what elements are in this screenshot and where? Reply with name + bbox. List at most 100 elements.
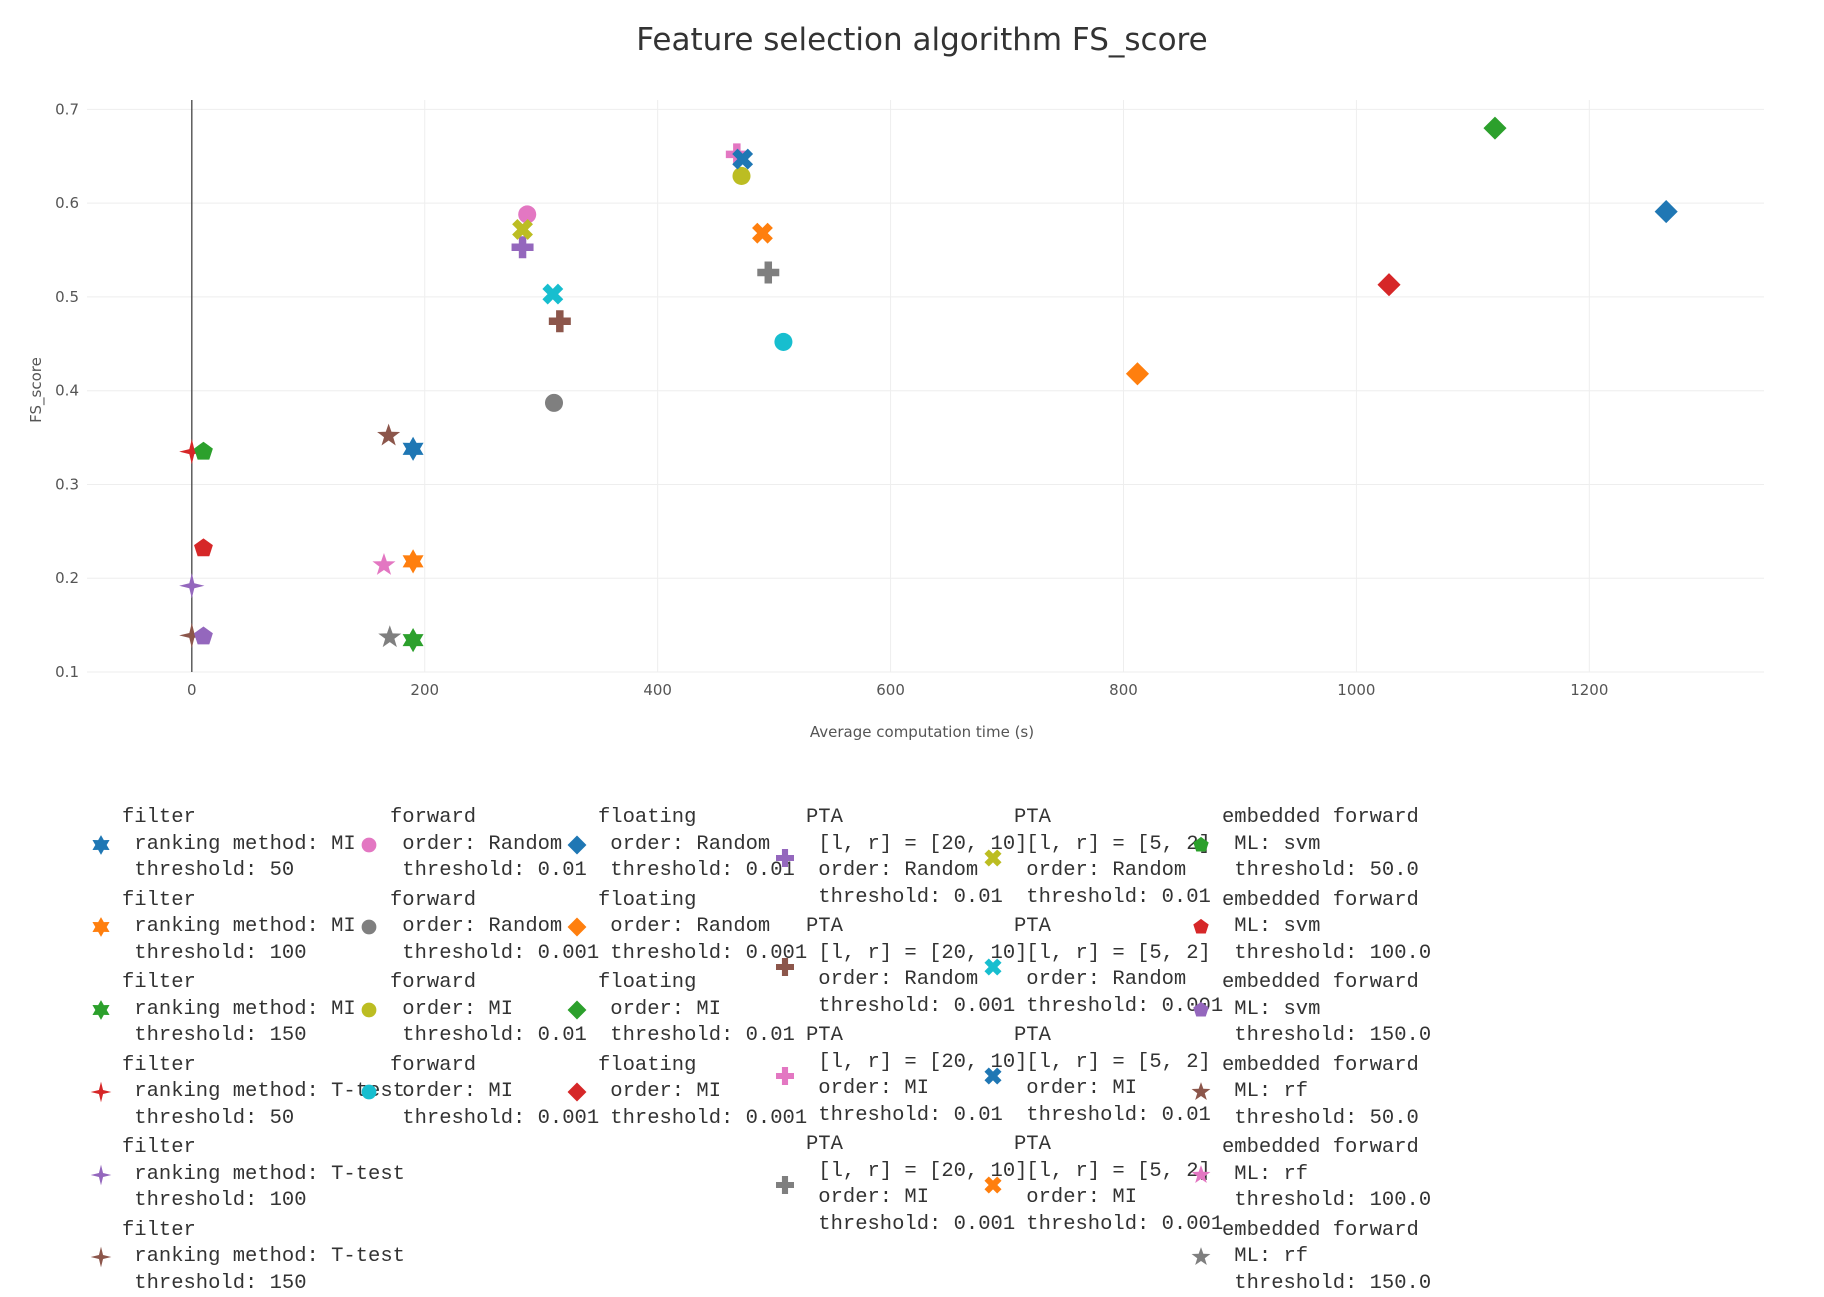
legend-item[interactable]: embedded forward ML: rf threshold: 150.0 (1188, 1218, 1428, 1297)
legend-item[interactable]: filter ranking method: MI threshold: 150 (88, 970, 328, 1050)
pentagon-marker-icon (1193, 1002, 1208, 1017)
legend-label: filter ranking method: T-test threshold:… (122, 1218, 405, 1297)
y-tick-label: 0.7 (55, 100, 79, 118)
cross-marker-icon (776, 849, 794, 867)
star-four-marker-icon (88, 1243, 116, 1271)
data-point (377, 424, 400, 446)
legend-item[interactable]: embedded forward ML: rf threshold: 100.0 (1188, 1135, 1428, 1215)
legend-label: filter ranking method: MI threshold: 100 (122, 888, 356, 968)
circle-marker-icon (356, 996, 384, 1024)
circle-marker-icon (356, 913, 384, 941)
legend-item[interactable]: floating order: Random threshold: 0.001 (564, 888, 804, 968)
legend-item[interactable]: forward order: MI threshold: 0.001 (356, 1053, 596, 1133)
diamond-marker-icon (568, 1083, 587, 1102)
legend-item[interactable]: embedded forward ML: svm threshold: 150.… (1188, 970, 1428, 1050)
x-tick-label: 400 (643, 681, 672, 699)
x-axis-title: Average computation time (s) (810, 723, 1034, 741)
legend-item[interactable]: embedded forward ML: svm threshold: 50.0 (1188, 805, 1428, 885)
y-tick-label: 0.4 (55, 382, 79, 400)
diamond-marker-icon (568, 835, 587, 854)
data-point (549, 310, 571, 332)
legend-item[interactable]: forward order: Random threshold: 0.01 (356, 805, 596, 885)
diamond-marker-icon (568, 918, 587, 937)
x-marker-icon (980, 953, 1008, 981)
star-marker-icon (1188, 1078, 1216, 1106)
star-four-marker-icon (91, 1164, 112, 1185)
data-point (542, 284, 563, 305)
y-tick-label: 0.6 (55, 194, 79, 212)
pentagon-marker-icon (1193, 919, 1208, 934)
circle-marker-icon (356, 1078, 384, 1106)
legend-label: PTA [l, r] = [5, 2] order: MI threshold:… (1014, 1023, 1211, 1129)
data-point (403, 437, 424, 461)
chart-title: Feature selection algorithm FS_score (636, 22, 1207, 58)
legend-item[interactable]: PTA [l, r] = [5, 2] order: MI threshold:… (980, 1132, 1220, 1238)
legend-item[interactable]: PTA [l, r] = [5, 2] order: Random thresh… (980, 914, 1220, 1020)
y-tick-label: 0.1 (55, 663, 79, 681)
legend-label: forward order: MI threshold: 0.01 (390, 970, 587, 1050)
legend-label: embedded forward ML: rf threshold: 150.0 (1222, 1218, 1431, 1297)
pentagon-marker-icon (1188, 831, 1216, 859)
legend-item[interactable]: filter ranking method: T-test threshold:… (88, 1135, 328, 1215)
data-point (752, 223, 773, 244)
star-six-marker-icon (88, 996, 116, 1024)
x-marker-icon (984, 1176, 1001, 1193)
legend-item[interactable]: forward order: MI threshold: 0.01 (356, 970, 596, 1050)
data-point (378, 625, 401, 647)
data-point (545, 394, 563, 412)
data-point (179, 573, 204, 598)
cross-marker-icon (772, 1062, 800, 1090)
diamond-marker-icon (568, 1000, 587, 1019)
star-six-marker-icon (92, 835, 109, 855)
data-point (372, 553, 395, 575)
pentagon-marker-icon (1188, 913, 1216, 941)
legend-item[interactable]: PTA [l, r] = [20, 10] order: Random thre… (772, 914, 1012, 1020)
x-marker-icon (980, 844, 1008, 872)
star-marker-icon (1192, 1247, 1211, 1265)
x-marker-icon (984, 958, 1001, 975)
circle-marker-icon (362, 920, 377, 935)
legend-item[interactable]: filter ranking method: MI threshold: 50 (88, 805, 328, 885)
star-four-marker-icon (91, 1082, 112, 1103)
data-point (403, 549, 424, 573)
x-marker-icon (980, 1062, 1008, 1090)
legend-item[interactable]: forward order: Random threshold: 0.001 (356, 888, 596, 968)
legend-label: floating order: Random threshold: 0.01 (598, 805, 795, 885)
legend-item[interactable]: PTA [l, r] = [20, 10] order: MI threshol… (772, 1132, 1012, 1238)
y-tick-label: 0.3 (55, 475, 79, 493)
circle-marker-icon (356, 831, 384, 859)
legend-item[interactable]: embedded forward ML: svm threshold: 100.… (1188, 888, 1428, 968)
data-point (403, 628, 424, 652)
x-tick-label: 0 (187, 681, 197, 699)
data-point (732, 167, 750, 185)
legend-item[interactable]: floating order: MI threshold: 0.001 (564, 1053, 804, 1133)
data-point (1483, 117, 1506, 140)
pentagon-marker-icon (1193, 837, 1208, 852)
data-point (757, 262, 779, 284)
star-six-marker-icon (88, 831, 116, 859)
legend-item[interactable]: filter ranking method: T-test threshold:… (88, 1218, 328, 1297)
star-six-marker-icon (92, 917, 109, 937)
legend-item[interactable]: PTA [l, r] = [20, 10] order: MI threshol… (772, 1023, 1012, 1129)
legend-label: filter ranking method: MI threshold: 50 (122, 805, 356, 885)
legend-item[interactable]: floating order: MI threshold: 0.01 (564, 970, 804, 1050)
legend-item[interactable]: PTA [l, r] = [20, 10] order: Random thre… (772, 805, 1012, 911)
star-marker-icon (1188, 1161, 1216, 1189)
diamond-marker-icon (564, 996, 592, 1024)
circle-marker-icon (362, 1002, 377, 1017)
cross-marker-icon (776, 1067, 794, 1085)
diamond-marker-icon (564, 1078, 592, 1106)
y-axis-title: FS_score (27, 357, 46, 423)
star-four-marker-icon (91, 1247, 112, 1268)
cross-marker-icon (772, 953, 800, 981)
legend-item[interactable]: PTA [l, r] = [5, 2] order: MI threshold:… (980, 1023, 1220, 1129)
legend-label: embedded forward ML: svm threshold: 100.… (1222, 888, 1431, 968)
gridlines (87, 100, 1764, 672)
legend-label: filter ranking method: MI threshold: 150 (122, 970, 356, 1050)
legend-item[interactable]: filter ranking method: MI threshold: 100 (88, 888, 328, 968)
legend-item[interactable]: PTA [l, r] = [5, 2] order: Random thresh… (980, 805, 1220, 911)
legend-item[interactable]: filter ranking method: T-test threshold:… (88, 1053, 328, 1133)
legend-item[interactable]: embedded forward ML: rf threshold: 50.0 (1188, 1053, 1428, 1133)
y-tick-label: 0.2 (55, 569, 79, 587)
legend-item[interactable]: floating order: Random threshold: 0.01 (564, 805, 804, 885)
